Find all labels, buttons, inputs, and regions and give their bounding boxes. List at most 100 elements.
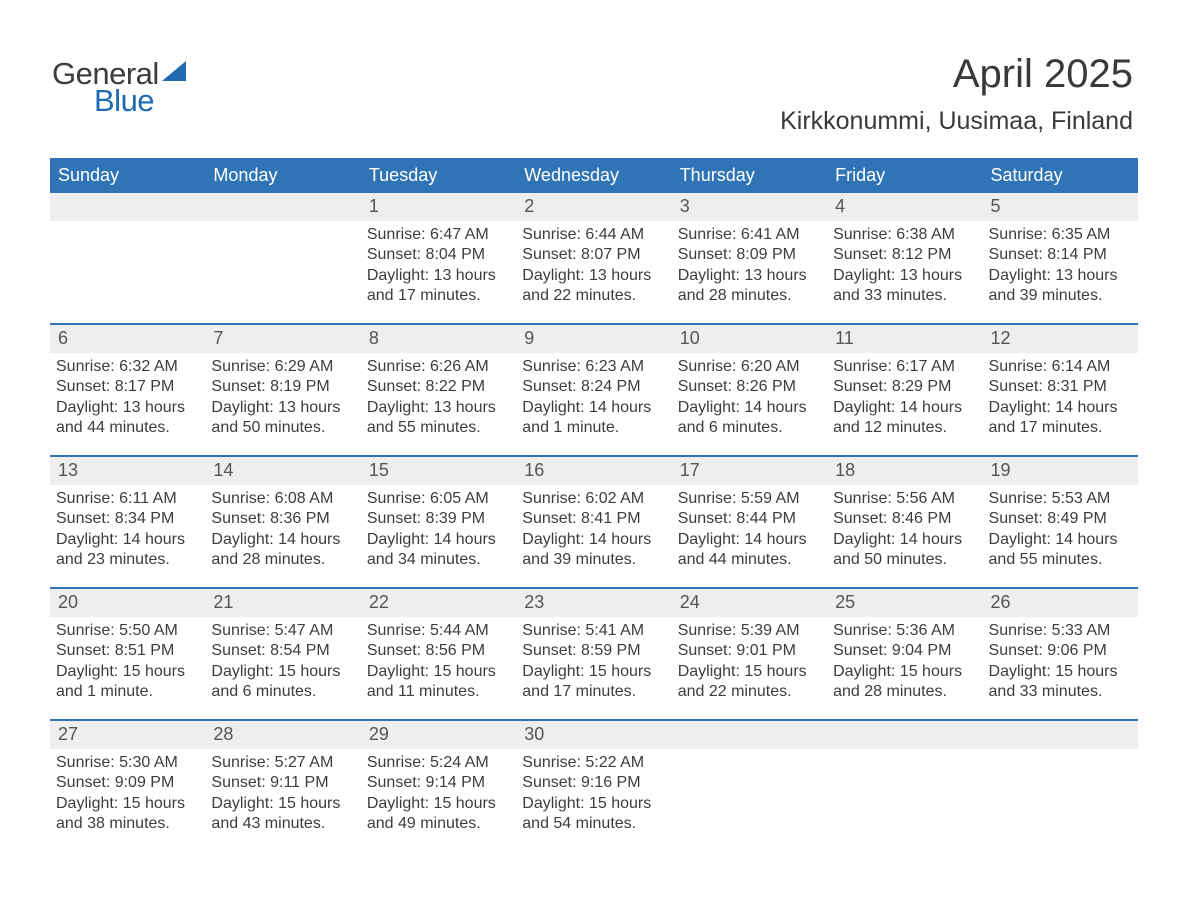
day-number: 23 [516,589,671,617]
day-number: 26 [983,589,1138,617]
day-sunrise: Sunrise: 6:41 AM [678,225,821,245]
day-body: Sunrise: 6:32 AMSunset: 8:17 PMDaylight:… [56,357,199,439]
calendar-day: 13Sunrise: 6:11 AMSunset: 8:34 PMDayligh… [50,457,205,587]
day-sunset: Sunset: 9:04 PM [833,641,976,661]
calendar-body: 1Sunrise: 6:47 AMSunset: 8:04 PMDaylight… [50,193,1138,851]
day-body: Sunrise: 5:33 AMSunset: 9:06 PMDaylight:… [989,621,1132,703]
day-sunset: Sunset: 9:01 PM [678,641,821,661]
day-body: Sunrise: 6:38 AMSunset: 8:12 PMDaylight:… [833,225,976,307]
day-body: Sunrise: 6:26 AMSunset: 8:22 PMDaylight:… [367,357,510,439]
day-sunrise: Sunrise: 6:29 AM [211,357,354,377]
day-body: Sunrise: 5:56 AMSunset: 8:46 PMDaylight:… [833,489,976,571]
day-sunset: Sunset: 8:36 PM [211,509,354,529]
day-daylight2: and 39 minutes. [989,286,1132,306]
day-sunset: Sunset: 8:07 PM [522,245,665,265]
weekday-header: Tuesday [361,158,516,193]
day-daylight2: and 50 minutes. [211,418,354,438]
calendar-day: 27Sunrise: 5:30 AMSunset: 9:09 PMDayligh… [50,721,205,851]
day-daylight1: Daylight: 14 hours [833,530,976,550]
calendar-day: 7Sunrise: 6:29 AMSunset: 8:19 PMDaylight… [205,325,360,455]
day-body: Sunrise: 6:17 AMSunset: 8:29 PMDaylight:… [833,357,976,439]
day-daylight1: Daylight: 15 hours [833,662,976,682]
day-number: 19 [983,457,1138,485]
weekday-header: Sunday [50,158,205,193]
day-daylight1: Daylight: 14 hours [989,530,1132,550]
day-number: 10 [672,325,827,353]
day-sunrise: Sunrise: 5:50 AM [56,621,199,641]
day-sunset: Sunset: 8:56 PM [367,641,510,661]
day-sunrise: Sunrise: 5:33 AM [989,621,1132,641]
day-number: 24 [672,589,827,617]
day-daylight1: Daylight: 14 hours [367,530,510,550]
sail-icon [162,61,186,81]
day-number: 14 [205,457,360,485]
day-daylight2: and 12 minutes. [833,418,976,438]
day-daylight1: Daylight: 15 hours [367,794,510,814]
day-daylight2: and 1 minute. [522,418,665,438]
weekday-header: Monday [205,158,360,193]
calendar-header-row: Sunday Monday Tuesday Wednesday Thursday… [50,158,1138,193]
day-daylight1: Daylight: 13 hours [211,398,354,418]
day-sunset: Sunset: 8:04 PM [367,245,510,265]
day-sunset: Sunset: 8:09 PM [678,245,821,265]
day-daylight2: and 44 minutes. [678,550,821,570]
day-sunrise: Sunrise: 6:17 AM [833,357,976,377]
day-sunset: Sunset: 8:19 PM [211,377,354,397]
day-daylight2: and 22 minutes. [678,682,821,702]
calendar-day: 19Sunrise: 5:53 AMSunset: 8:49 PMDayligh… [983,457,1138,587]
day-daylight2: and 17 minutes. [989,418,1132,438]
calendar-day: 3Sunrise: 6:41 AMSunset: 8:09 PMDaylight… [672,193,827,323]
day-daylight1: Daylight: 14 hours [678,530,821,550]
day-daylight1: Daylight: 14 hours [522,530,665,550]
day-body: Sunrise: 6:47 AMSunset: 8:04 PMDaylight:… [367,225,510,307]
day-daylight1: Daylight: 14 hours [678,398,821,418]
day-body: Sunrise: 5:44 AMSunset: 8:56 PMDaylight:… [367,621,510,703]
day-number: 29 [361,721,516,749]
day-daylight2: and 11 minutes. [367,682,510,702]
day-daylight2: and 38 minutes. [56,814,199,834]
weekday-header: Thursday [672,158,827,193]
day-daylight2: and 50 minutes. [833,550,976,570]
day-sunrise: Sunrise: 6:14 AM [989,357,1132,377]
day-daylight2: and 33 minutes. [833,286,976,306]
day-number [983,721,1138,749]
day-sunrise: Sunrise: 6:38 AM [833,225,976,245]
calendar-week: 27Sunrise: 5:30 AMSunset: 9:09 PMDayligh… [50,719,1138,851]
day-body: Sunrise: 5:50 AMSunset: 8:51 PMDaylight:… [56,621,199,703]
day-daylight2: and 44 minutes. [56,418,199,438]
day-sunrise: Sunrise: 6:47 AM [367,225,510,245]
calendar-day: 17Sunrise: 5:59 AMSunset: 8:44 PMDayligh… [672,457,827,587]
day-sunset: Sunset: 8:41 PM [522,509,665,529]
day-daylight1: Daylight: 14 hours [56,530,199,550]
day-sunset: Sunset: 8:49 PM [989,509,1132,529]
day-sunrise: Sunrise: 6:23 AM [522,357,665,377]
day-number: 11 [827,325,982,353]
calendar-day: 15Sunrise: 6:05 AMSunset: 8:39 PMDayligh… [361,457,516,587]
calendar-day [205,193,360,323]
day-daylight1: Daylight: 15 hours [211,794,354,814]
day-body: Sunrise: 6:29 AMSunset: 8:19 PMDaylight:… [211,357,354,439]
day-sunset: Sunset: 8:12 PM [833,245,976,265]
calendar-day: 24Sunrise: 5:39 AMSunset: 9:01 PMDayligh… [672,589,827,719]
day-body: Sunrise: 6:20 AMSunset: 8:26 PMDaylight:… [678,357,821,439]
calendar-day: 5Sunrise: 6:35 AMSunset: 8:14 PMDaylight… [983,193,1138,323]
day-daylight1: Daylight: 13 hours [367,266,510,286]
calendar-day: 20Sunrise: 5:50 AMSunset: 8:51 PMDayligh… [50,589,205,719]
day-number: 25 [827,589,982,617]
day-daylight1: Daylight: 13 hours [989,266,1132,286]
day-sunset: Sunset: 8:29 PM [833,377,976,397]
day-sunset: Sunset: 8:14 PM [989,245,1132,265]
day-daylight1: Daylight: 15 hours [56,794,199,814]
day-body: Sunrise: 6:05 AMSunset: 8:39 PMDaylight:… [367,489,510,571]
day-body: Sunrise: 5:59 AMSunset: 8:44 PMDaylight:… [678,489,821,571]
calendar: Sunday Monday Tuesday Wednesday Thursday… [50,158,1138,851]
day-sunrise: Sunrise: 5:24 AM [367,753,510,773]
day-sunset: Sunset: 8:31 PM [989,377,1132,397]
day-daylight2: and 43 minutes. [211,814,354,834]
day-number [205,193,360,221]
day-sunset: Sunset: 8:34 PM [56,509,199,529]
brand-logo: General Blue [52,58,186,116]
day-sunrise: Sunrise: 5:56 AM [833,489,976,509]
day-body: Sunrise: 5:30 AMSunset: 9:09 PMDaylight:… [56,753,199,835]
day-sunrise: Sunrise: 6:44 AM [522,225,665,245]
